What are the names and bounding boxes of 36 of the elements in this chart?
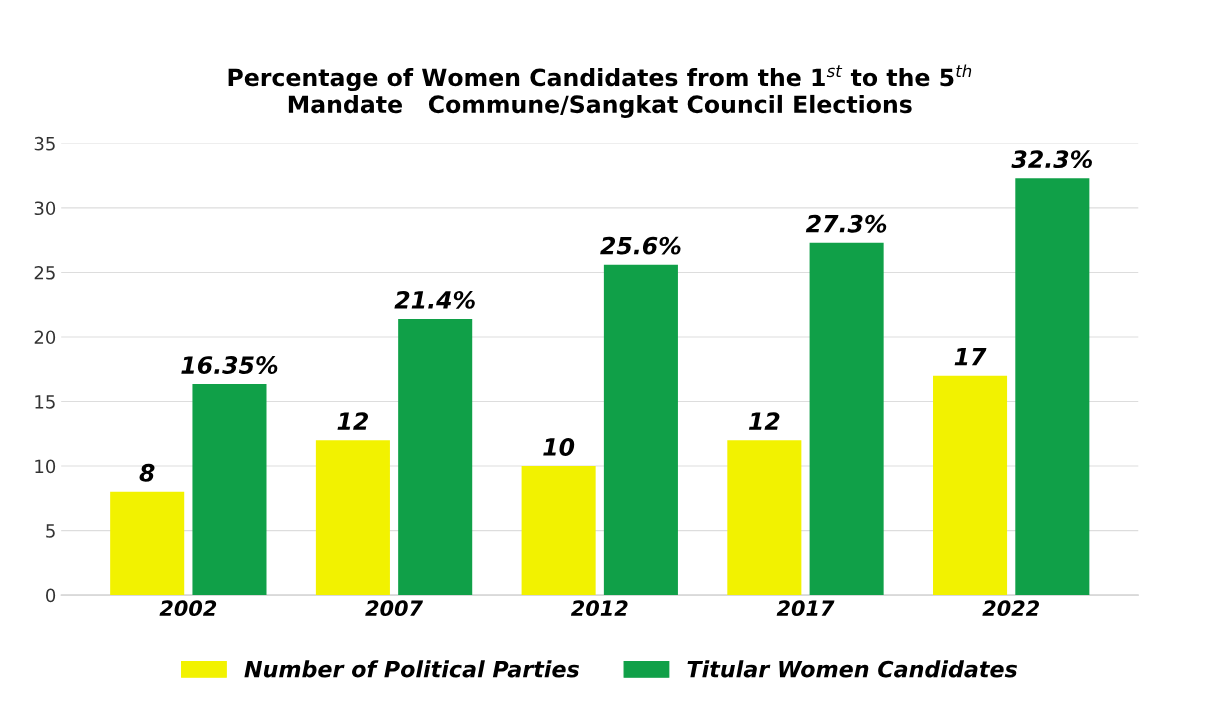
y-tick-label: 25: [34, 265, 55, 280]
data-label: 8: [139, 463, 155, 482]
legend-label: Number of Political Parties: [244, 660, 579, 678]
data-label: 17: [954, 348, 987, 366]
y-tick-label: 20: [34, 330, 56, 345]
y-tick-label: 35: [34, 136, 55, 151]
bar: [315, 440, 390, 596]
bar: [110, 491, 185, 596]
data-label: 12: [337, 412, 369, 430]
bar: [1015, 178, 1090, 596]
data-label: 27.3%: [805, 214, 887, 233]
legend-label: Titular Women Candidates: [687, 660, 1018, 678]
x-tick-label: 2017: [776, 600, 835, 617]
x-tick-label: 2012: [570, 600, 628, 617]
bar: [398, 318, 473, 596]
y-tick-label: 5: [46, 524, 55, 538]
data-label: 10: [543, 438, 575, 456]
data-label: 25.6%: [600, 236, 681, 255]
bar: [809, 242, 884, 596]
x-tick-label: 2007: [365, 600, 423, 617]
y-tick-label: 0: [46, 588, 56, 603]
data-label: 12: [748, 412, 780, 430]
x-tick-label: 2022: [982, 600, 1040, 617]
y-tick-label: 10: [35, 459, 56, 474]
x-tick-label: 2002: [159, 600, 217, 617]
chart-title: Percentage of Women Candidates from the 1$^{st}$ to the 5$^{th}$ Mandate Commune/Sangkat Council Elections: [228, 64, 972, 118]
data-label: 21.4%: [394, 290, 475, 309]
y-tick-label: 30: [34, 201, 56, 216]
bar: [603, 264, 678, 596]
data-label: 32.3%: [1011, 150, 1092, 169]
bar: [727, 440, 802, 596]
bar: [521, 466, 596, 596]
bar: [933, 375, 1008, 596]
data-label: 16.35%: [181, 356, 278, 374]
y-tick-label: 15: [35, 395, 55, 409]
bar: [192, 384, 267, 596]
